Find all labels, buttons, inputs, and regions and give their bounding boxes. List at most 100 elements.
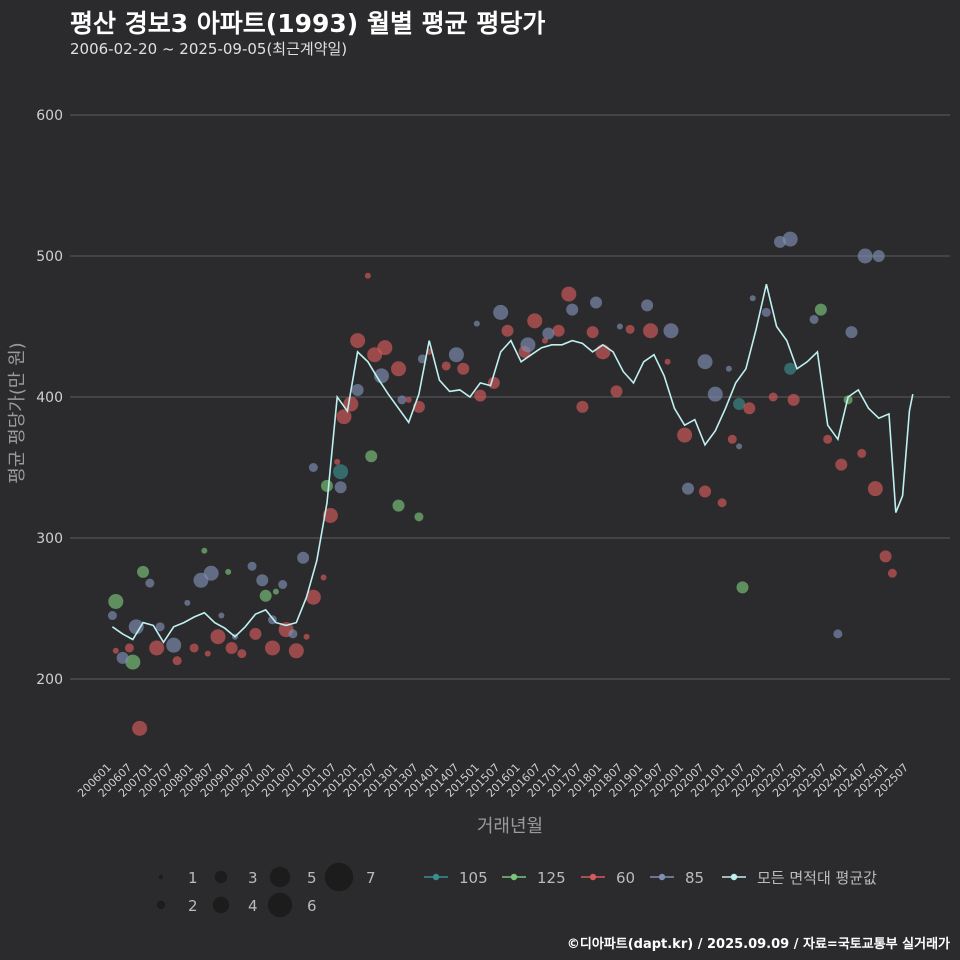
legend-dot [589,873,597,881]
size-legend-label: 5 [307,869,317,887]
size-legend-label: 7 [366,869,376,887]
point-125 [201,547,208,554]
point-60 [405,396,412,403]
point-60 [699,485,712,498]
point-60 [727,434,737,444]
point-85 [351,383,364,396]
point-85 [218,612,225,619]
point-60 [474,389,487,402]
point-85 [707,386,723,402]
point-105 [784,362,797,375]
chart-title: 평산 경보3 아파트(1993) 월별 평균 평당가 [70,9,546,38]
point-60 [112,647,119,654]
chart-subtitle: 2006-02-20 ~ 2025-09-05(최근계약일) [70,40,348,58]
point-85 [872,250,885,262]
point-85 [682,482,695,495]
point-85 [845,326,858,339]
point-60 [364,272,371,279]
size-legend-dot [324,862,354,892]
point-60 [320,574,327,581]
point-125 [137,565,150,578]
point-85 [155,622,165,632]
point-60 [487,376,500,389]
point-60 [835,458,848,471]
point-60 [336,409,352,425]
point-85 [278,580,288,590]
point-60 [552,324,565,337]
point-60 [879,550,892,563]
legend-label: 105 [459,869,488,887]
size-legend-dot [158,874,164,880]
point-60 [664,358,671,365]
point-60 [303,633,310,640]
size-legend-label: 4 [248,897,258,915]
point-85 [334,481,347,494]
point-85 [128,619,144,635]
point-105 [333,464,349,480]
point-85 [288,629,298,639]
point-125 [125,654,141,670]
point-85 [247,561,257,571]
point-60 [149,640,165,656]
point-60 [576,400,589,413]
point-60 [857,448,867,458]
point-60 [610,385,623,398]
point-60 [124,643,134,653]
legend: 1 2 3 4 5 6 7 105 125 60 85 모든 면적대 평균값 [156,862,877,918]
point-125 [320,479,333,492]
point-85 [203,565,219,581]
size-legend-dot [269,866,291,888]
avg-line [111,284,914,644]
y-tick-label: 500 [36,249,63,265]
point-85 [833,629,843,639]
size-legend-label: 2 [188,897,198,915]
legend-label: 모든 면적대 평균값 [757,869,877,887]
point-60 [823,434,833,444]
point-85 [184,599,191,606]
point-85 [641,299,654,312]
y-axis-ticks: 200 300 400 500 600 [36,108,63,688]
x-axis-label: 거래년월 [477,816,543,837]
point-125 [108,593,124,609]
point-60 [561,286,577,302]
legend-dot [432,873,440,881]
point-85 [373,368,389,384]
point-60 [643,323,659,339]
point-60 [768,392,778,402]
average-line [111,284,914,644]
y-tick-label: 300 [36,531,63,547]
point-85 [590,296,603,309]
point-60 [322,507,338,523]
point-60 [132,720,148,736]
point-60 [204,650,211,657]
point-125 [365,450,378,463]
point-60 [334,458,341,465]
legend-label: 60 [616,869,635,887]
legend-dot [510,873,518,881]
point-85 [520,337,536,353]
point-85 [663,323,679,339]
size-legend-label: 3 [248,869,258,887]
point-60 [237,649,247,659]
point-105 [733,398,746,411]
y-tick-label: 600 [36,108,63,124]
point-85 [397,395,407,405]
legend-dot [730,873,738,881]
point-60 [391,361,407,377]
point-125 [814,303,827,316]
point-60 [377,340,393,356]
point-85 [297,551,310,564]
point-60 [350,333,366,349]
point-60 [527,313,543,329]
legend-label: 85 [685,869,704,887]
point-85 [166,637,182,653]
point-60 [501,324,514,337]
point-60 [172,656,182,666]
point-125 [259,589,272,602]
point-60 [225,641,238,654]
point-85 [616,323,623,330]
point-60 [210,629,226,645]
grid-lines [70,114,950,680]
legend-label: 125 [537,869,566,887]
